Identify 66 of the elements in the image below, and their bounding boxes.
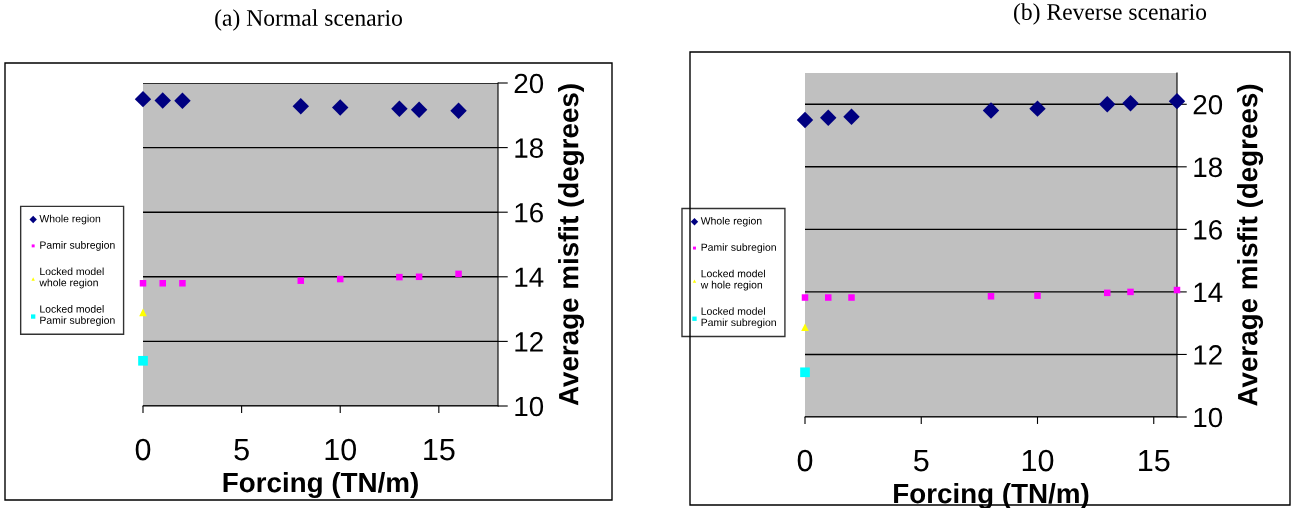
x-tick-label: 15: [1139, 450, 1170, 472]
point: [801, 294, 809, 301]
legend-label: Pamir subregion: [40, 241, 115, 251]
point: [843, 108, 860, 125]
point: [796, 111, 814, 129]
y-tick-label: 20: [1193, 94, 1223, 115]
y-tick-label: 14: [515, 267, 544, 287]
point: [139, 308, 147, 317]
point: [1127, 288, 1134, 296]
y-tick-label: 20: [514, 73, 544, 94]
x-tick-label: 0: [135, 438, 151, 461]
point: [987, 293, 995, 300]
legend-label: Locked model w hole region: [700, 269, 765, 291]
y-tick-label: 18: [515, 138, 543, 158]
point: [410, 101, 428, 119]
legend-label: Locked model Pamir subregion: [701, 307, 776, 329]
point: [1099, 96, 1116, 113]
point: [824, 294, 832, 301]
point: [134, 90, 152, 108]
y-tick-label: 12: [1194, 345, 1222, 365]
point: [1103, 289, 1111, 297]
point: [174, 92, 191, 109]
y-axis-title: Average misfit (degrees): [1237, 84, 1264, 406]
chart-title: (a) Normal scenario: [215, 9, 402, 31]
x-tick-label: 10: [1022, 449, 1054, 472]
legend-label: Locked model Pamir subregion: [40, 305, 115, 326]
y-axis-title: Average misfit (degrees): [558, 84, 585, 406]
y-tick-label: 10: [1194, 407, 1223, 428]
legend-label: Whole region: [700, 216, 762, 227]
point: [1029, 100, 1046, 117]
x-axis-title: Forcing (TN/m): [894, 482, 1089, 508]
x-tick-label: 15: [424, 439, 455, 461]
x-tick-label: 5: [234, 439, 249, 461]
y-tick-label: 10: [515, 396, 544, 417]
point: [800, 367, 810, 378]
point: [138, 355, 148, 366]
point: [391, 100, 408, 118]
y-tick-label: 16: [1194, 220, 1222, 240]
legend-label: Pamir subregion: [701, 243, 776, 253]
point: [848, 294, 855, 301]
y-tick-label: 16: [515, 202, 543, 223]
point: [154, 92, 171, 109]
point: [801, 323, 809, 332]
point: [139, 280, 147, 287]
point: [1034, 292, 1041, 299]
x-axis-title: Forcing (TN/m): [223, 471, 418, 498]
point: [179, 280, 186, 287]
point: [820, 109, 837, 126]
point: [159, 280, 166, 287]
point: [292, 98, 309, 115]
legend-label: Whole region: [39, 214, 101, 225]
point: [1122, 95, 1139, 112]
x-tick-label: 0: [797, 449, 813, 472]
point: [455, 270, 462, 278]
y-tick-label: 18: [1194, 157, 1222, 178]
y-tick-label: 12: [515, 332, 543, 352]
point: [396, 273, 403, 281]
point: [297, 277, 305, 284]
chart-title: (b) Reverse scenario: [1014, 3, 1207, 25]
point: [332, 99, 349, 116]
x-tick-label: 5: [913, 450, 929, 472]
point: [982, 102, 1000, 119]
x-tick-label: 10: [325, 438, 357, 461]
y-tick-label: 14: [1194, 282, 1223, 302]
legend-label: Locked model whole region: [39, 267, 104, 289]
point: [450, 102, 467, 119]
